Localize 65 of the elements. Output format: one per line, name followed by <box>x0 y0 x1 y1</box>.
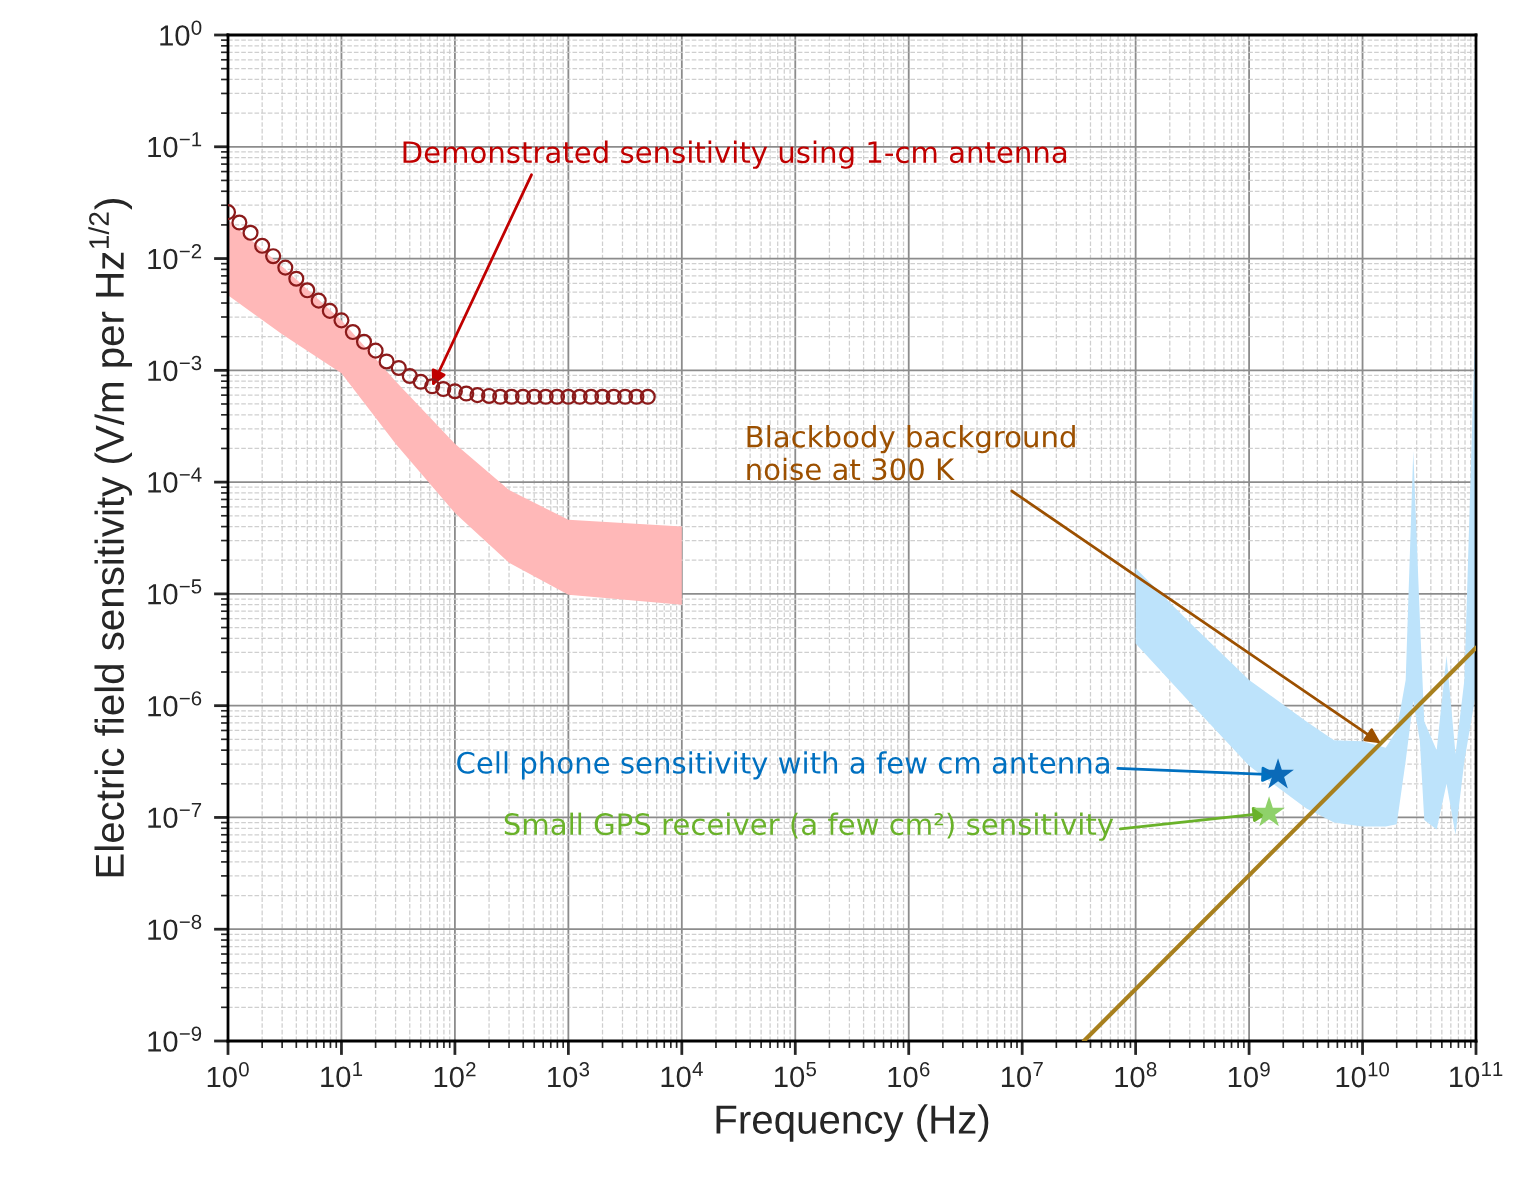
annotation: Cell phone sensitivity with a few cm antenna <box>457 751 1109 780</box>
x-tick-label: 10$^{10}$ <box>1336 1062 1390 1088</box>
point <box>583 388 600 405</box>
x-tick-label: 10$^{5}$ <box>775 1062 817 1088</box>
x-tick-label: 10$^{2}$ <box>434 1062 476 1088</box>
y-tick-label: 10$^{−9}$ <box>148 1026 202 1052</box>
point <box>628 388 645 405</box>
point <box>492 388 509 405</box>
x-tick-label: 10$^{6}$ <box>888 1062 930 1088</box>
x-tick-label: 10$^{3}$ <box>548 1062 590 1088</box>
point <box>242 224 259 241</box>
point <box>617 388 634 405</box>
x-tick-label: 10$^{8}$ <box>1115 1062 1157 1088</box>
point <box>548 388 566 405</box>
point <box>277 259 294 276</box>
x-tick-label: 10$^{4}$ <box>661 1062 703 1088</box>
point <box>265 248 282 265</box>
point <box>469 387 486 404</box>
point <box>571 388 588 405</box>
y-tick-label: 10$^{−8}$ <box>148 914 202 941</box>
y-tick-label: 10$^{−6}$ <box>148 691 202 717</box>
annotation: Blackbody background noise at 300 K <box>747 425 1075 481</box>
point <box>639 388 656 405</box>
point <box>333 312 350 329</box>
x-tick-label: 10$^{7}$ <box>1001 1062 1043 1088</box>
y-axis-title: Electric field sensitivity (V/m per Hz$^{1/2}$) <box>88 199 133 877</box>
y-tick-label: 10$^{0}$ <box>160 20 202 46</box>
point <box>378 353 395 370</box>
y-tick-label: 10$^{−5}$ <box>148 579 202 605</box>
point <box>299 282 316 299</box>
point <box>254 237 271 254</box>
annotation: Demonstrated sensitivity using 1-cm antenna <box>403 140 1067 169</box>
point <box>481 387 498 404</box>
y-tick-label: 10$^{−2}$ <box>148 244 202 270</box>
point <box>412 373 429 390</box>
point <box>321 302 338 319</box>
y-tick-label: 10$^{−7}$ <box>148 802 202 829</box>
y-tick-label: 10$^{−3}$ <box>148 355 202 382</box>
point <box>310 292 327 309</box>
point <box>344 324 361 341</box>
point <box>458 385 475 402</box>
point <box>514 388 532 405</box>
x-tick-label: 10$^{9}$ <box>1228 1062 1270 1088</box>
point <box>231 214 248 231</box>
point <box>594 388 611 405</box>
point <box>503 388 520 405</box>
point <box>435 381 452 398</box>
point <box>560 388 577 405</box>
point <box>605 388 622 405</box>
y-tick-label: 10$^{−1}$ <box>148 132 202 158</box>
annotation: Small GPS receiver (a few cm²) sensitivity <box>504 812 1114 841</box>
point <box>390 359 407 377</box>
x-axis-title: Frequency (Hz) <box>716 1104 989 1142</box>
x-tick-label: 10$^{1}$ <box>321 1062 363 1088</box>
point <box>401 367 418 385</box>
y-tick-label: 10$^{−4}$ <box>148 467 202 493</box>
x-tick-label: 10$^{11}$ <box>1450 1062 1503 1088</box>
point <box>526 388 543 405</box>
point <box>446 383 463 400</box>
point <box>537 388 554 405</box>
x-tick-label: 10$^{0}$ <box>207 1062 249 1088</box>
point <box>355 333 373 350</box>
point <box>288 270 305 287</box>
point <box>424 378 441 395</box>
point <box>367 342 384 359</box>
